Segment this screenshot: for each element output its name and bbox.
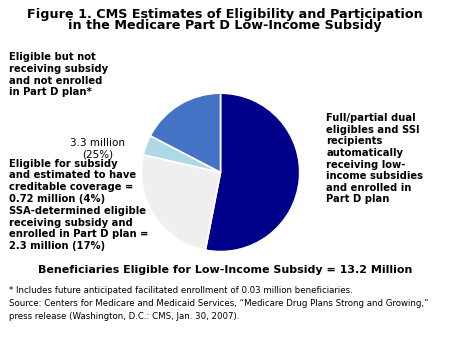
Text: Full/partial dual
eligibles and SSI
recipients
automatically
receiving low-
inco: Full/partial dual eligibles and SSI reci… — [326, 113, 423, 204]
Text: Source: Centers for Medicare and Medicaid Services, “Medicare Drug Plans Strong : Source: Centers for Medicare and Medicai… — [9, 299, 428, 308]
Text: SSA-determined eligible
receiving subsidy and
enrolled in Part D plan =
2.3 mill: SSA-determined eligible receiving subsid… — [9, 206, 148, 251]
Text: Eligible for subsidy
and estimated to have
creditable coverage =
0.72 million (4: Eligible for subsidy and estimated to ha… — [9, 159, 136, 204]
Text: 3.3 million
(25%): 3.3 million (25%) — [70, 138, 125, 160]
Text: in the Medicare Part D Low-Income Subsidy: in the Medicare Part D Low-Income Subsid… — [68, 19, 382, 31]
Text: Figure 1. CMS Estimates of Eligibility and Participation: Figure 1. CMS Estimates of Eligibility a… — [27, 8, 423, 21]
Text: Eligible but not
receiving subsidy
and not enrolled
in Part D plan*: Eligible but not receiving subsidy and n… — [9, 52, 108, 97]
Text: Dual eligibles =
6.88 million
(52%): Dual eligibles = 6.88 million (52%) — [121, 271, 209, 304]
Wedge shape — [150, 93, 220, 172]
Wedge shape — [141, 155, 220, 250]
Text: press release (Washington, D.C.: CMS, Jan. 30, 2007).: press release (Washington, D.C.: CMS, Ja… — [9, 312, 239, 321]
Wedge shape — [205, 93, 300, 251]
Text: Beneficiaries Eligible for Low-Income Subsidy = 13.2 Million: Beneficiaries Eligible for Low-Income Su… — [38, 265, 412, 275]
Wedge shape — [143, 136, 220, 172]
Text: * Includes future anticipated facilitated enrollment of 0.03 million beneficiari: * Includes future anticipated facilitate… — [9, 286, 353, 295]
